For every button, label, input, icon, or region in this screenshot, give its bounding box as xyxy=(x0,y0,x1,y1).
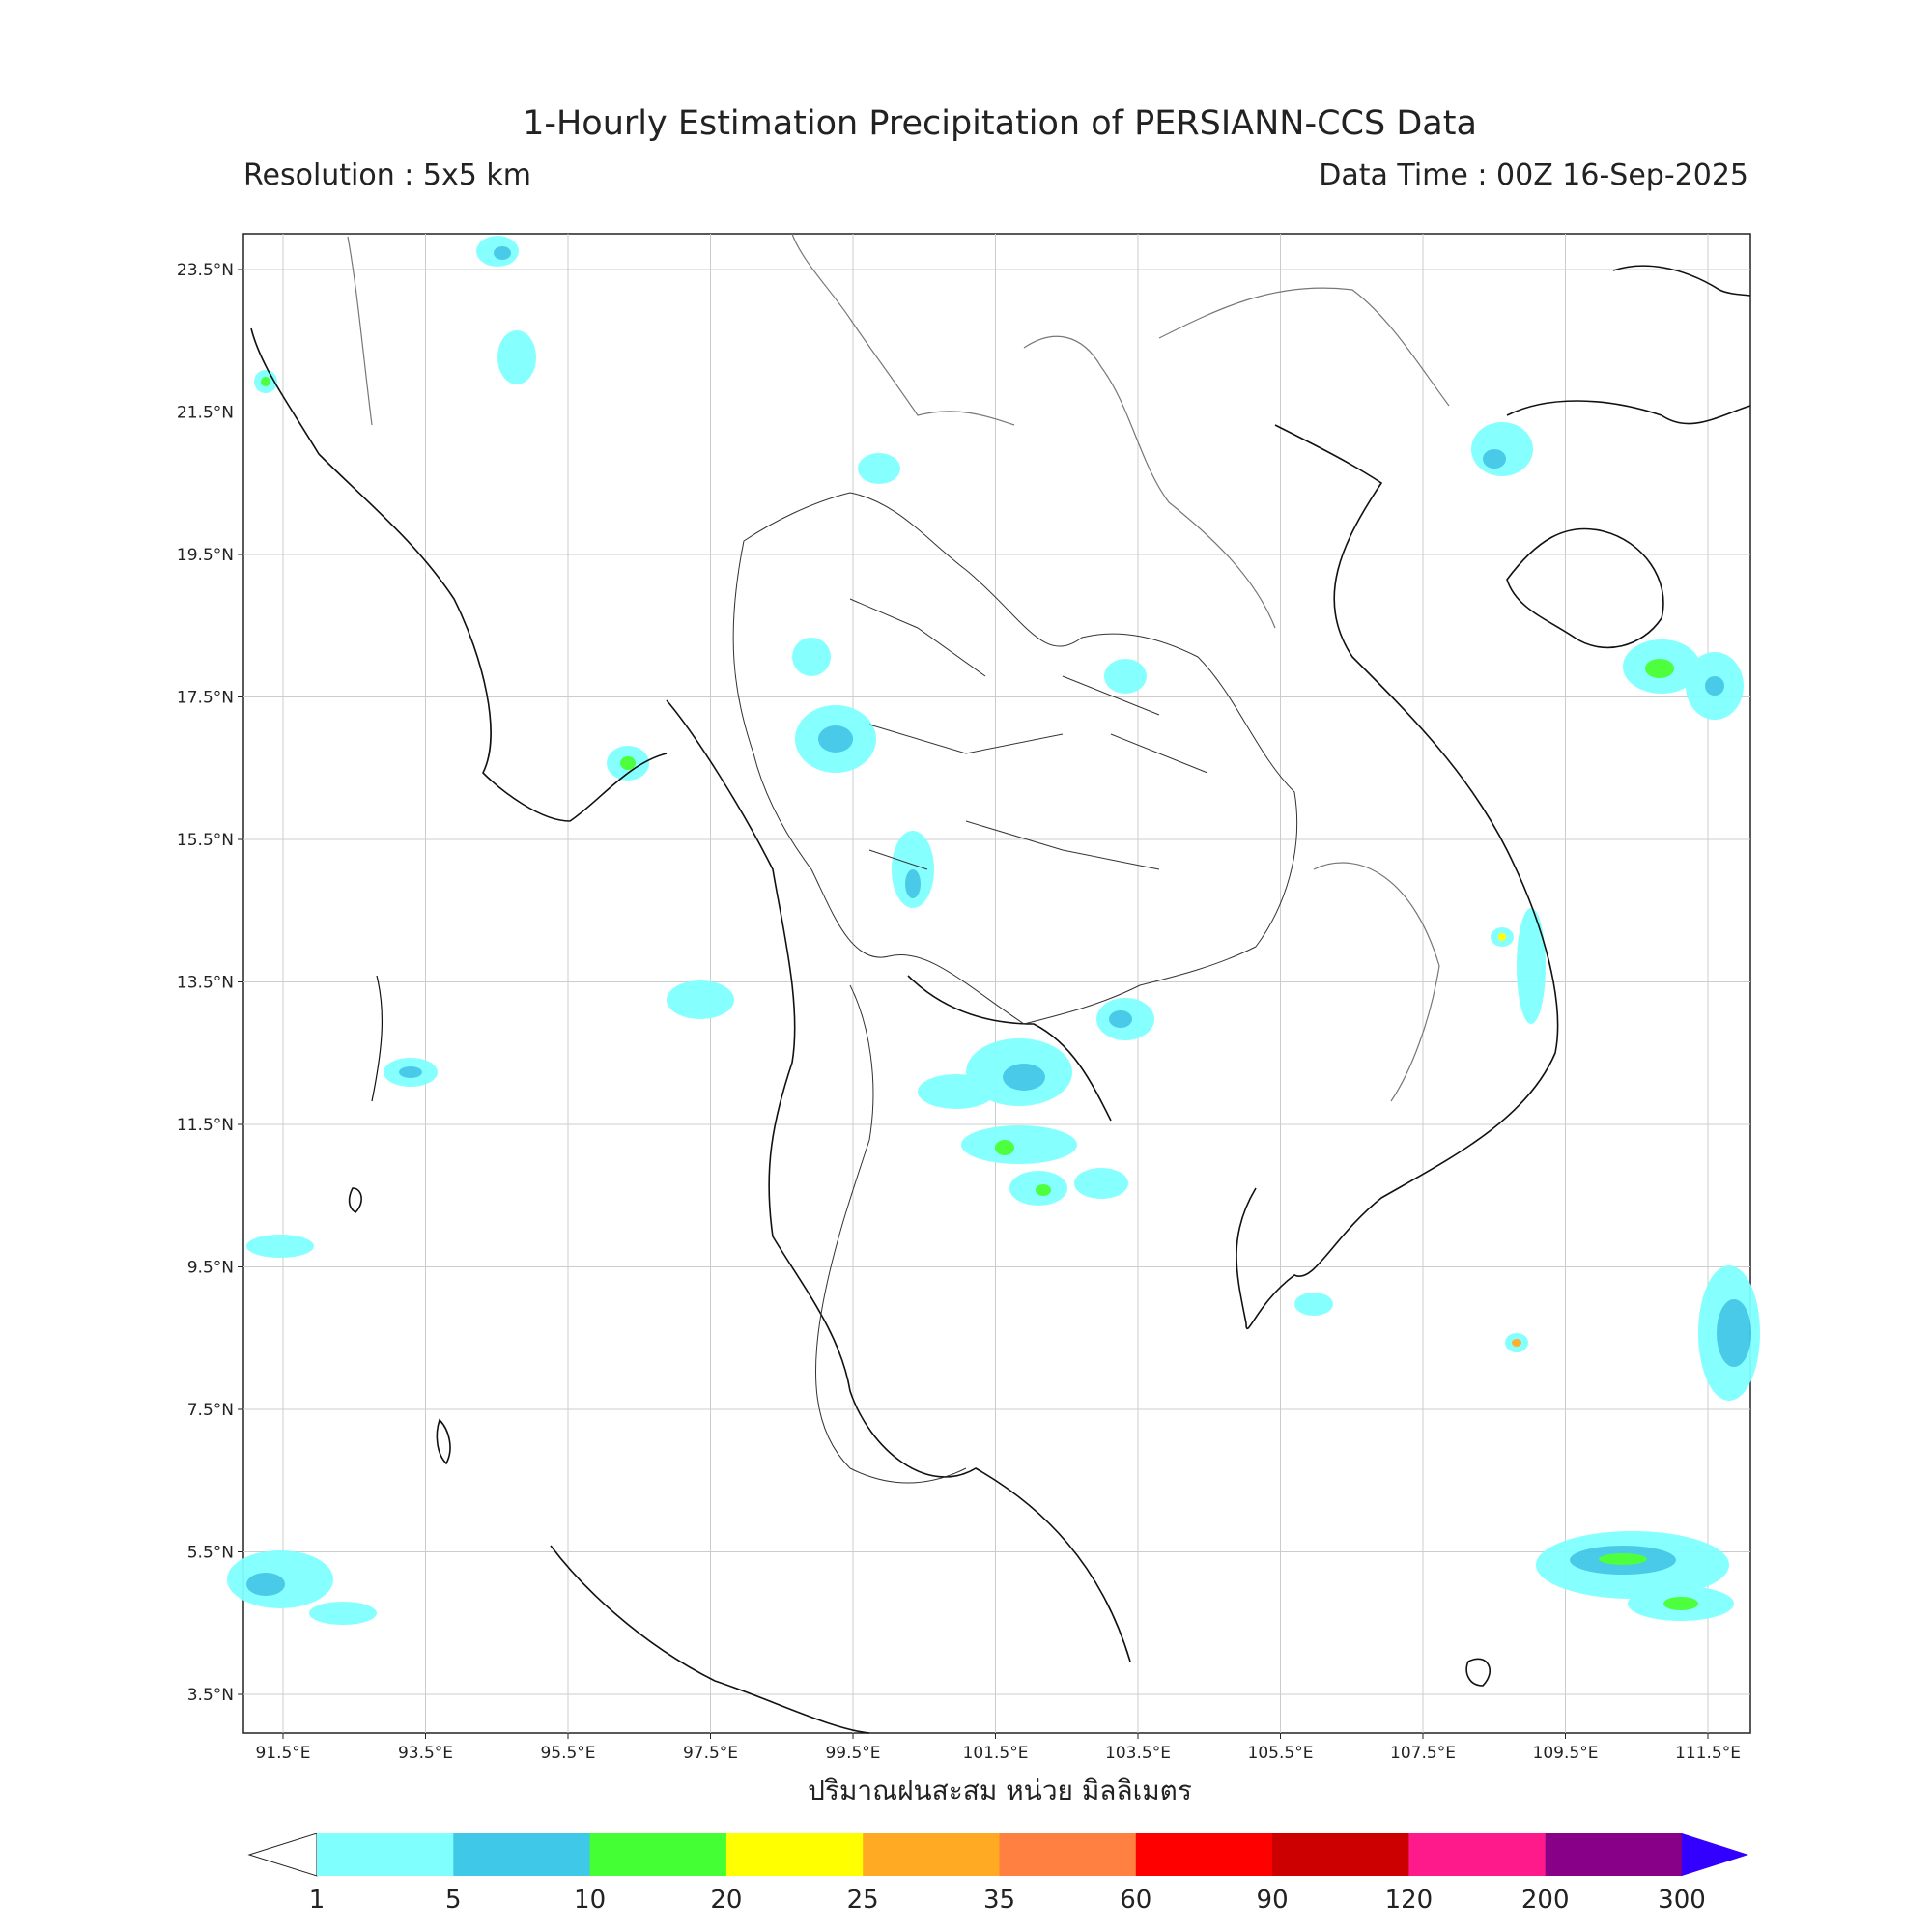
lon-tick-label: 103.5°E xyxy=(1105,1744,1171,1763)
map-frame: 23.5°N 21.5°N 19.5°N 17.5°N 15.5°N 13.5°N 11.5… xyxy=(177,233,1760,1763)
lat-tick-label: 5.5°N xyxy=(187,1544,234,1563)
map-title: 1-Hourly Estimation Precipitation of PER… xyxy=(523,104,1477,143)
colorbar-tick-label: 5 xyxy=(445,1886,462,1915)
lat-tick-label: 23.5°N xyxy=(177,261,234,280)
colorbar-unit-label: ปริมาณฝนสะสม หน่วย มิลลิเมตร xyxy=(808,1775,1192,1806)
colorbar-tick-label: 10 xyxy=(574,1886,606,1915)
resolution-label: Resolution : 5x5 km xyxy=(243,158,531,192)
colorbar-segment xyxy=(1135,1833,1273,1876)
lat-tick-label: 21.5°N xyxy=(177,404,234,423)
colorbar-tick-label: 20 xyxy=(710,1886,742,1915)
colorbar-tick-label: 35 xyxy=(983,1886,1015,1915)
colorbar-segment xyxy=(589,1833,727,1876)
colorbar-segment xyxy=(725,1833,864,1876)
lon-tick-label: 101.5°E xyxy=(963,1744,1029,1763)
colorbar-segment xyxy=(999,1833,1137,1876)
lon-tick-label: 107.5°E xyxy=(1390,1744,1456,1763)
colorbar-tick-label: 300 xyxy=(1658,1886,1706,1915)
lon-tick-label: 111.5°E xyxy=(1675,1744,1741,1763)
colorbar-tick-label: 1 xyxy=(309,1886,326,1915)
lat-tick-label: 11.5°N xyxy=(177,1116,234,1135)
lat-tick-label: 7.5°N xyxy=(187,1401,234,1420)
colorbar-tick-label: 60 xyxy=(1120,1886,1151,1915)
colorbar-tick-label: 90 xyxy=(1257,1886,1289,1915)
lon-tick-label: 99.5°E xyxy=(825,1744,880,1763)
data-time-label: Data Time : 00Z 16-Sep-2025 xyxy=(1319,158,1748,192)
lon-tick-label: 95.5°E xyxy=(540,1744,595,1763)
lon-tick-label: 109.5°E xyxy=(1533,1744,1599,1763)
lon-tick-label: 105.5°E xyxy=(1248,1744,1314,1763)
colorbar-segment xyxy=(1545,1833,1683,1876)
lon-tick-label: 93.5°E xyxy=(398,1744,453,1763)
colorbar-segment xyxy=(1408,1833,1547,1876)
coastline-layer xyxy=(250,265,1751,1734)
colorbar-max-arrow xyxy=(1682,1833,1748,1876)
lat-tick-label: 9.5°N xyxy=(187,1259,234,1278)
lon-tick-label: 91.5°E xyxy=(255,1744,310,1763)
colorbar-tick-label: 120 xyxy=(1385,1886,1434,1915)
colorbar-min-arrow xyxy=(247,1833,318,1877)
colorbar-segment xyxy=(1272,1833,1409,1876)
country-border-layer xyxy=(347,233,1450,1102)
lat-tick-label: 17.5°N xyxy=(177,689,234,708)
lat-tick-label: 19.5°N xyxy=(177,546,234,565)
lat-tick-label: 13.5°N xyxy=(177,974,234,993)
gridlines xyxy=(243,234,1750,1733)
colorbar: 1 5 10 20 25 35 60 90 120 200 300 xyxy=(247,1833,1748,1915)
precipitation-layer xyxy=(227,236,1760,1625)
lon-tick-label: 97.5°E xyxy=(683,1744,738,1763)
thailand-province-layer xyxy=(732,492,1298,1484)
colorbar-segment xyxy=(863,1833,1000,1876)
axis-ticks: 23.5°N 21.5°N 19.5°N 17.5°N 15.5°N 13.5°N 11.5… xyxy=(177,261,1741,1763)
colorbar-tick-label: 200 xyxy=(1521,1886,1570,1915)
lat-tick-label: 3.5°N xyxy=(187,1686,234,1705)
colorbar-tick-label: 25 xyxy=(847,1886,879,1915)
colorbar-segment xyxy=(453,1833,591,1876)
lat-tick-label: 15.5°N xyxy=(177,831,234,850)
colorbar-segment xyxy=(317,1833,454,1876)
